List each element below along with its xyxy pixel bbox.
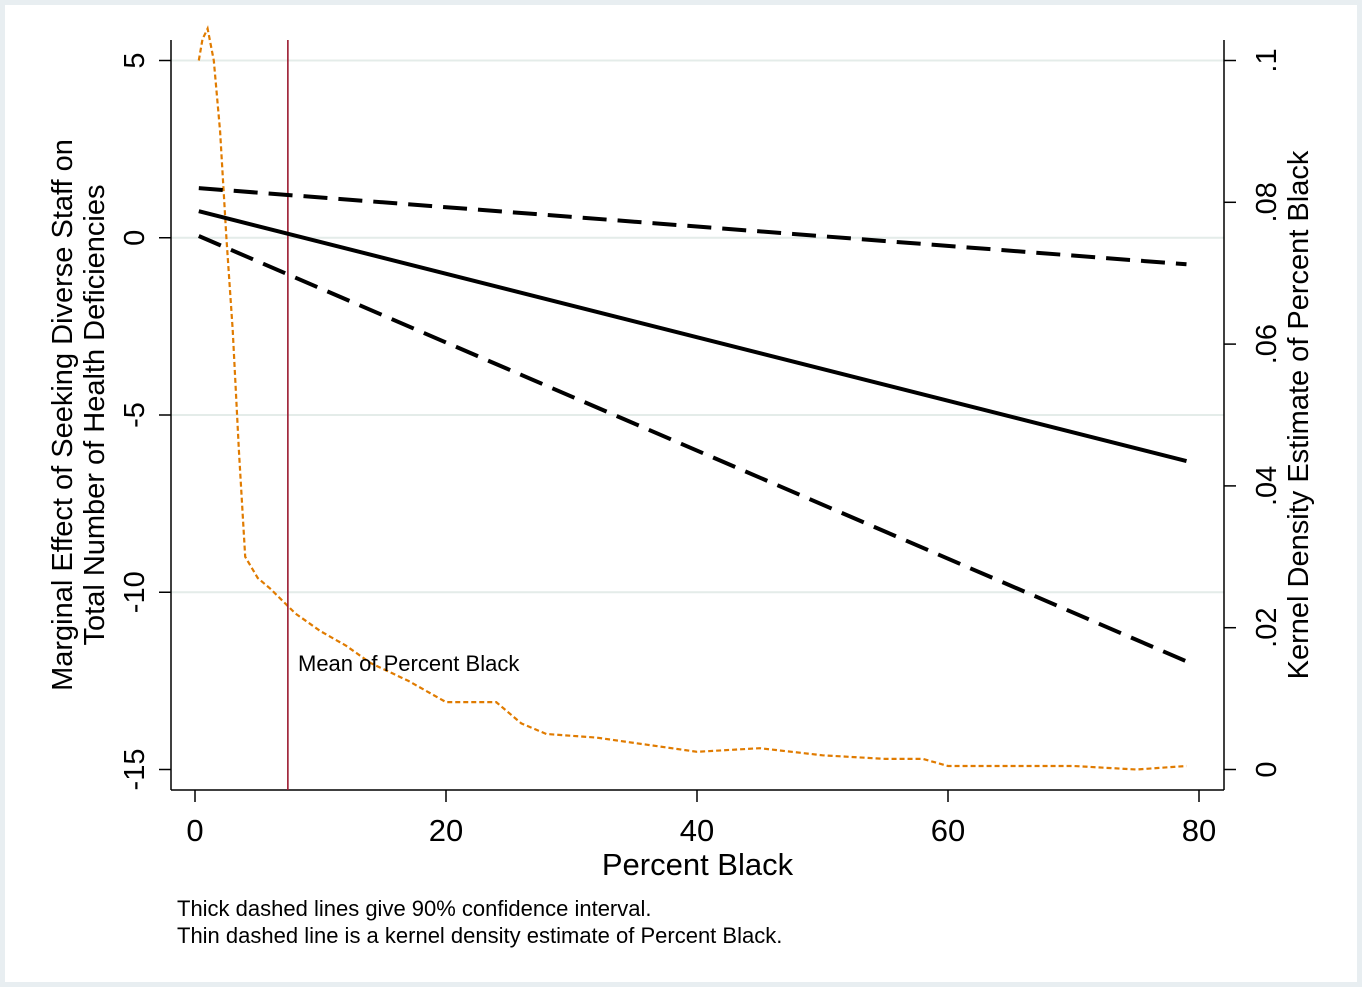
y-axis-ticks: -15 -10 -5 0 5 [119,52,171,790]
x-tick-label: 40 [680,813,714,848]
x-axis-ticks: 0 20 40 60 80 [186,790,1216,848]
note-line-2: Thin dashed line is a kernel density est… [177,923,782,948]
y2-tick-label: .04 [1251,466,1283,506]
y-tick-label: -10 [119,571,151,613]
note-line-1: Thick dashed lines give 90% confidence i… [177,896,652,921]
y2-tick-label: .1 [1251,48,1283,72]
y-tick-label: 0 [119,230,151,246]
y-tick-label: 5 [119,52,151,68]
ci-upper-line [198,186,1187,267]
y2-tick-label: .08 [1251,182,1283,222]
ci-lower-line [198,234,1188,664]
x-axis-label: Percent Black [602,847,794,882]
x-tick-label: 60 [931,813,965,848]
density-series-line [197,25,1187,771]
marginal-effect-line [198,209,1187,464]
y2-tick-label: 0 [1251,761,1283,777]
x-tick-label: 20 [429,813,463,848]
mean-line-label: Mean of Percent Black [298,651,520,676]
y2-tick-label: .06 [1251,324,1283,364]
grid-lines [171,59,1224,594]
y-axis-label-line-1: Marginal Effect of Seeking Diverse Staff… [47,139,79,691]
y2-axis-label: Kernel Density Estimate of Percent Black [1283,150,1315,679]
series-layer [197,25,1188,790]
x-tick-label: 0 [186,813,203,848]
y-tick-label: -5 [119,402,151,428]
y-tick-label: -15 [119,749,151,791]
x-tick-label: 80 [1182,813,1216,848]
y2-tick-label: .02 [1251,608,1283,648]
y2-axis-ticks: 0 .02 .04 .06 .08 .1 [1224,48,1283,778]
y-axis-label-line-2: Total Number of Health Deficiencies [79,185,111,646]
